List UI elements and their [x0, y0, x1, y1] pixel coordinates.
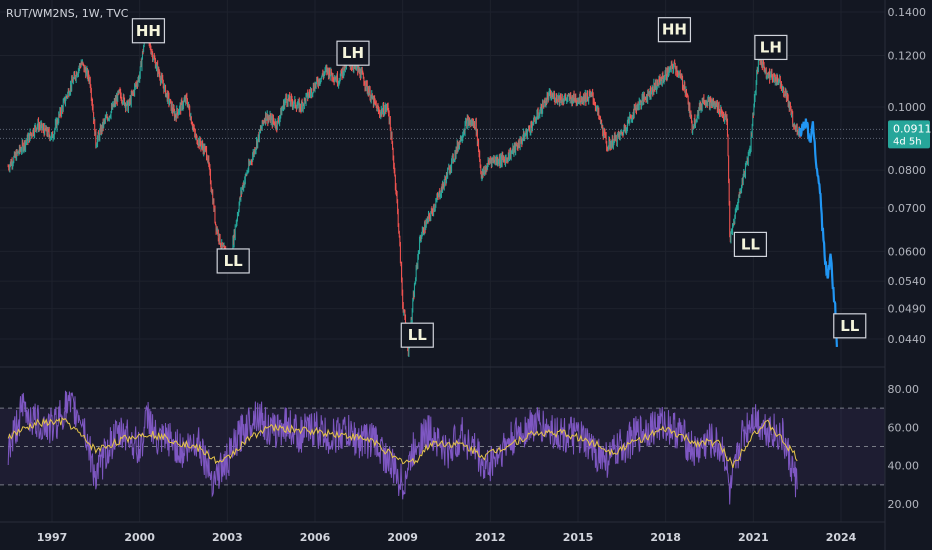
pattern-label-box — [336, 40, 370, 66]
pattern-label-box — [657, 17, 692, 43]
price-tick-label: 0.1000 — [888, 101, 927, 114]
price-tick-label: 0.0700 — [888, 202, 927, 215]
rsi-tick-label: 40.00 — [888, 460, 920, 473]
time-tick-label: 2000 — [124, 531, 155, 544]
pattern-label-box — [733, 231, 768, 257]
price-tick-label: 0.0600 — [888, 245, 927, 258]
pattern-label-text: HH — [136, 22, 161, 40]
projection-line — [799, 118, 838, 347]
annotations: HH LH LL LL HH LH LL LL — [131, 17, 867, 348]
price-tick-label: 0.1400 — [888, 6, 927, 19]
pattern-label-text: LH — [760, 38, 782, 56]
pattern-label-ll[interactable]: LL — [400, 322, 434, 348]
time-tick-label: 2009 — [387, 531, 418, 544]
rsi-tick-label: 20.00 — [888, 498, 920, 511]
pattern-label-ll[interactable]: LL — [833, 313, 867, 339]
pattern-label-text: LL — [741, 235, 761, 253]
rsi-tick-label: 60.00 — [888, 421, 920, 434]
time-tick-label: 2015 — [563, 531, 594, 544]
chart-title: RUT/WM2NS, 1W, TVC — [6, 7, 129, 20]
time-tick-label: 2006 — [300, 531, 331, 544]
pattern-label-box — [754, 34, 788, 61]
last-price-badge-bg — [888, 120, 930, 149]
rsi-tick-label: 80.00 — [888, 383, 920, 396]
rsi-ma-line — [7, 417, 798, 469]
pattern-label-ll[interactable]: LL — [216, 248, 250, 274]
price-tick-label: 0.0440 — [888, 333, 927, 346]
time-tick-label: 2003 — [212, 531, 243, 544]
pattern-label-hh[interactable]: HH — [657, 17, 692, 43]
pattern-label-box — [833, 313, 867, 339]
pattern-label-ll[interactable]: LL — [733, 231, 768, 257]
pattern-label-box — [131, 18, 166, 44]
rsi-series[interactable] — [7, 390, 798, 505]
last-price-value: 0.0911 — [893, 122, 932, 135]
time-tick-label: 2021 — [738, 531, 769, 544]
time-tick-label: 2024 — [826, 531, 857, 544]
time-axis[interactable]: 1997 2000 2003 2006 2009 2012 2015 2018 2021 2024 — [37, 531, 857, 544]
price-axis[interactable]: 0.1400 0.1200 0.1000 0.0800 0.0700 0.0600 0.05… — [888, 6, 927, 346]
price-tick-label: 0.0800 — [888, 164, 927, 177]
pattern-label-box — [400, 322, 434, 348]
price-tick-label: 0.1200 — [888, 50, 927, 63]
pattern-label-lh[interactable]: LH — [754, 34, 788, 61]
rsi-axis[interactable]: 80.00 60.00 40.00 20.00 — [888, 383, 920, 511]
rsi-line — [7, 390, 798, 505]
pattern-label-text: HH — [662, 21, 687, 39]
last-price-badge: 0.0911 4d 5h — [888, 120, 932, 149]
price-tick-label: 0.0540 — [888, 275, 927, 288]
pattern-label-text: LH — [342, 44, 364, 62]
pattern-label-box — [216, 248, 250, 274]
time-tick-label: 1997 — [37, 531, 68, 544]
pattern-label-lh[interactable]: LH — [336, 40, 370, 66]
price-tick-label: 0.0490 — [888, 303, 927, 316]
time-tick-label: 2012 — [475, 531, 506, 544]
pattern-label-text: LL — [840, 317, 860, 335]
pattern-label-hh[interactable]: HH — [131, 18, 166, 44]
pattern-label-text: LL — [408, 326, 428, 344]
time-tick-label: 2018 — [650, 531, 681, 544]
bar-countdown: 4d 5h — [893, 136, 922, 147]
pattern-label-text: LL — [224, 252, 244, 270]
